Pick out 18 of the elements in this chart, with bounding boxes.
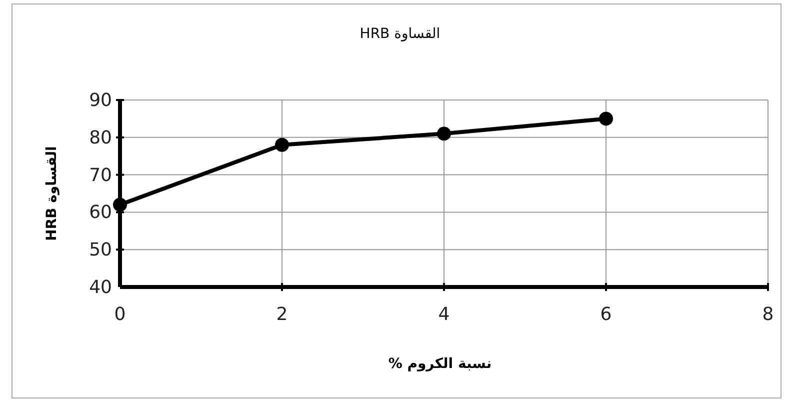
x-tick-label: 4 bbox=[438, 304, 450, 325]
y-tick-label: 70 bbox=[89, 164, 112, 186]
point bbox=[599, 112, 613, 126]
point bbox=[437, 126, 451, 141]
y-tick-label: 40 bbox=[89, 277, 112, 298]
y-tick-label: 90 bbox=[89, 90, 112, 111]
y-tick-label: 50 bbox=[89, 240, 112, 261]
point bbox=[113, 198, 127, 212]
y-tick-label: 80 bbox=[89, 127, 112, 148]
chart-title: القساوة HRB bbox=[360, 26, 440, 42]
x-tick-label: 6 bbox=[600, 304, 612, 325]
point bbox=[275, 138, 289, 152]
y-axis-title: القساوة HRB bbox=[44, 146, 60, 241]
x-tick-label: 8 bbox=[762, 304, 774, 325]
x-axis-title: نسبة الكروم % bbox=[388, 356, 492, 372]
x-tick-label: 2 bbox=[276, 304, 288, 325]
y-tick-label: 60 bbox=[89, 202, 112, 224]
x-tick-label: 0 bbox=[114, 304, 126, 325]
